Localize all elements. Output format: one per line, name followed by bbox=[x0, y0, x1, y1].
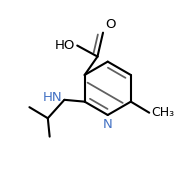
Text: O: O bbox=[105, 18, 115, 31]
Text: N: N bbox=[103, 118, 113, 131]
Text: HN: HN bbox=[43, 91, 62, 104]
Text: CH₃: CH₃ bbox=[151, 106, 174, 119]
Text: HO: HO bbox=[55, 39, 75, 52]
